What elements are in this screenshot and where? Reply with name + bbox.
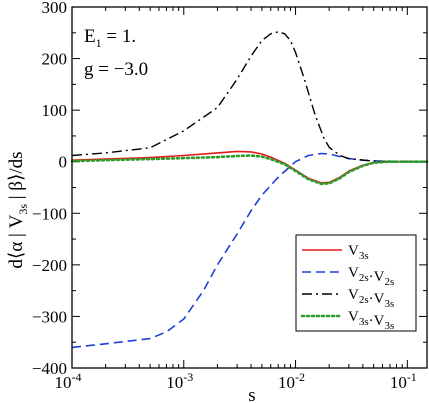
- legend-label: V3s: [348, 243, 369, 262]
- legend-label: V2s·V2s: [348, 265, 394, 288]
- legend-label: V2s·V3s: [348, 287, 394, 310]
- y-tick-label: −200: [32, 256, 67, 275]
- x-axis-title: s: [248, 385, 255, 403]
- y-tick-label: 0: [59, 153, 68, 172]
- y-tick-labels: 300 200 100 0 −100 −200 −300 −400: [32, 0, 67, 378]
- y-tick-label: −400: [32, 359, 67, 378]
- annotation-coupling: g = −3.0: [84, 59, 148, 80]
- y-axis-title: d⟨α | V3s | β⟩/ds: [6, 151, 30, 268]
- y-tick-label: 100: [42, 101, 68, 120]
- x-tick-labels: 10-4 10-3 10-2 10-1: [55, 370, 417, 392]
- series-line-4: [70, 154, 429, 186]
- series-line-2: [71, 152, 427, 349]
- legend-box: [295, 234, 417, 332]
- annotation-energy: E1 = 1.: [84, 26, 136, 50]
- y-tick-label: −300: [32, 307, 67, 326]
- tick-marks: [71, 6, 427, 369]
- y-tick-label: −100: [32, 204, 67, 223]
- x-tick-label: 10-3: [166, 370, 193, 392]
- x-tick-label: 10-1: [390, 370, 417, 392]
- series-line-3: [71, 31, 428, 163]
- x-tick-label: 10-2: [278, 370, 305, 392]
- legend-label: V3s·V3s: [348, 309, 394, 332]
- y-tick-label: 200: [42, 50, 68, 69]
- plot-frame: [71, 6, 428, 369]
- y-tick-label: 300: [42, 0, 68, 17]
- series-lines: [70, 31, 429, 349]
